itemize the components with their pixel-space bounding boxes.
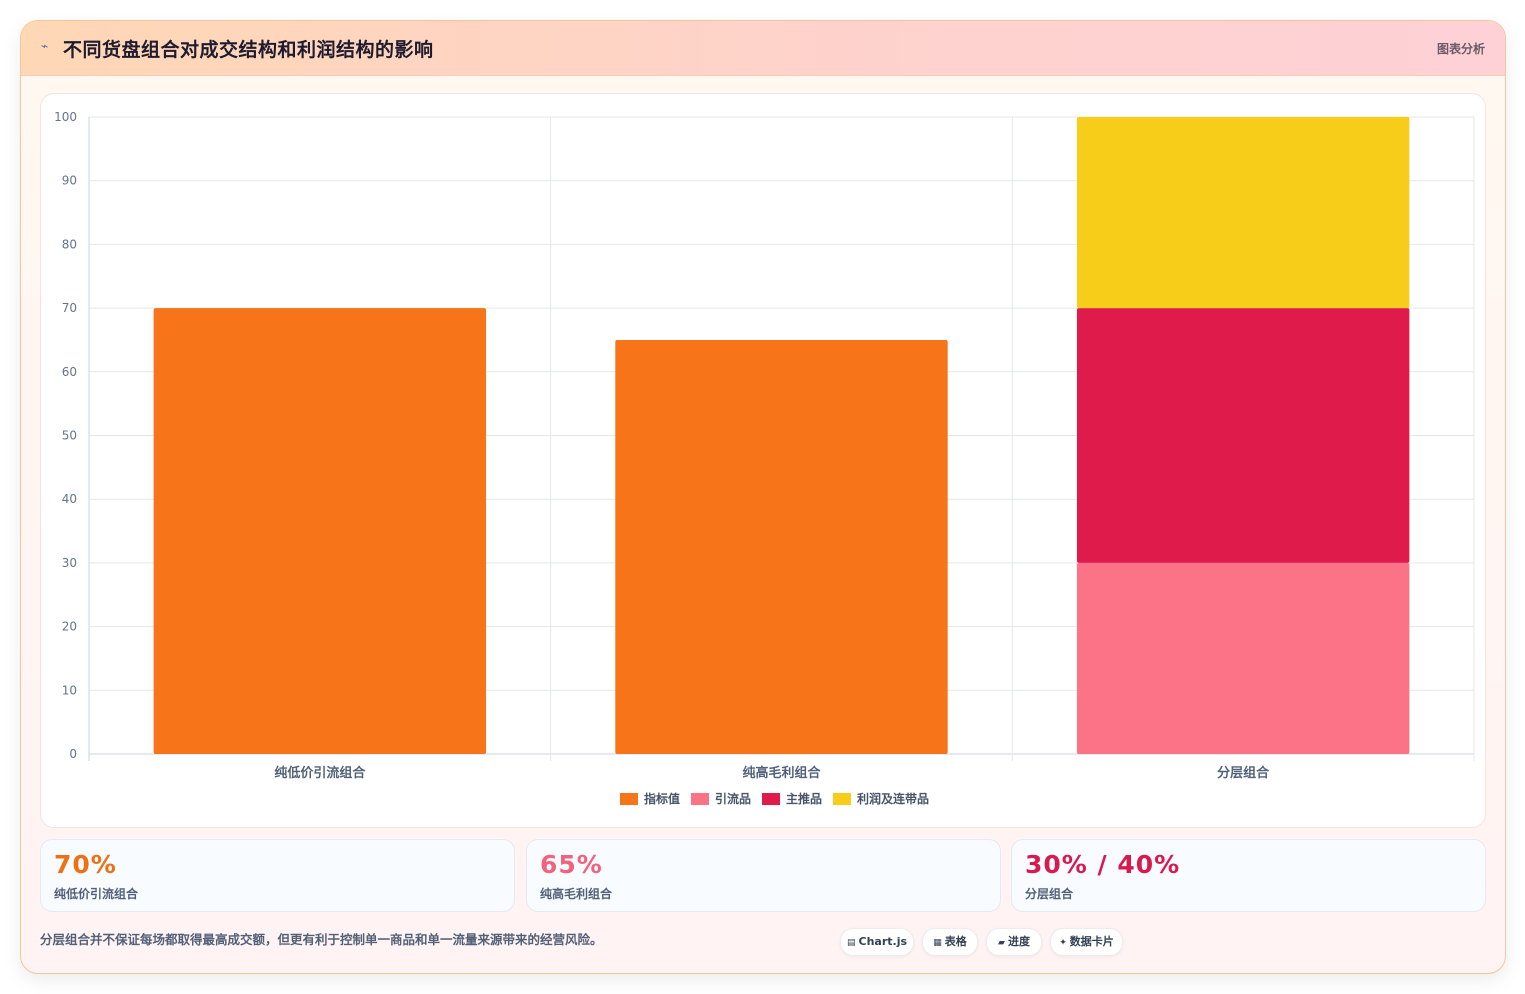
footnote: 分层组合并不保证每场都取得最高成交额，但更有利于控制单一商品和单一流量来源带来的… <box>40 932 603 947</box>
y-tick-label: 90 <box>62 174 77 188</box>
bar-chart: 0 10 20 30 40 50 60 70 80 90 100 纯低价引流组合 纯高毛利组合 分层组合指… <box>54 110 1475 806</box>
y-tick-label: 30 <box>62 556 77 570</box>
stat-card-tiered: 30% / 40% 分层组合 <box>1011 839 1486 912</box>
legend-swatch <box>762 793 780 805</box>
bar <box>1076 117 1410 309</box>
legend-swatch <box>620 793 638 805</box>
legend-label: 引流品 <box>715 791 751 806</box>
pill-label: 数据卡片 <box>1069 935 1114 948</box>
bar <box>1076 308 1410 563</box>
legend-swatch <box>833 793 851 805</box>
bar <box>615 339 948 754</box>
chart-panel: 0 10 20 30 40 50 60 70 80 90 100 纯低价引流组合 纯高毛利组合 分层组合指… <box>40 93 1486 828</box>
bar <box>153 308 487 754</box>
x-tick-label: 纯低价引流组合 <box>274 765 366 781</box>
y-tick-label: 80 <box>62 237 77 251</box>
y-tick-label: 100 <box>54 110 77 124</box>
pill-data-card[interactable]: ✦ 数据卡片 <box>1050 928 1123 956</box>
y-tick-label: 60 <box>62 365 77 379</box>
header-tag: 图表分析 <box>1436 42 1485 56</box>
table-icon: ▦ <box>933 938 942 948</box>
pill-label: 表格 <box>944 935 967 948</box>
legend-label: 利润及连带品 <box>857 791 929 806</box>
pill-label: 进度 <box>1007 935 1030 948</box>
x-tick-label: 分层组合 <box>1217 765 1270 781</box>
progress-icon: ▰ <box>998 938 1005 948</box>
y-tick-label: 10 <box>62 683 77 697</box>
y-tick-label: 40 <box>62 492 77 506</box>
y-tick-label: 70 <box>62 301 77 315</box>
stat-label: 纯高毛利组合 <box>540 887 613 901</box>
pill-table[interactable]: ▦ 表格 <box>922 928 978 956</box>
y-tick-label: 0 <box>69 747 77 761</box>
card-header: ⌁ 不同货盘组合对成交结构和利润结构的影响 图表分析 <box>21 21 1505 76</box>
pill-chartjs[interactable]: ▤ Chart.js <box>840 928 914 956</box>
pill-progress[interactable]: ▰ 进度 <box>986 928 1042 956</box>
stat-value: 65% <box>540 850 603 879</box>
x-tick-label: 纯高毛利组合 <box>742 765 821 781</box>
data-card-icon: ✦ <box>1059 938 1067 948</box>
y-tick-label: 50 <box>62 429 77 443</box>
stat-card-low-price: 70% 纯低价引流组合 <box>40 839 515 912</box>
stat-card-high-margin: 65% 纯高毛利组合 <box>526 839 1001 912</box>
chartjs-icon: ▤ <box>846 938 856 948</box>
legend-label: 指标值 <box>644 791 680 806</box>
chart-card: ⌁ 不同货盘组合对成交结构和利润结构的影响 图表分析 0 10 20 30 40 50 60… <box>20 20 1506 974</box>
stat-label: 分层组合 <box>1025 887 1074 901</box>
stat-label: 纯低价引流组合 <box>54 887 139 901</box>
legend-label: 主推品 <box>786 791 822 806</box>
chart-icon: ⌁ <box>41 39 49 53</box>
legend-swatch <box>691 793 709 805</box>
y-tick-label: 20 <box>62 620 77 634</box>
pill-label: Chart.js <box>858 935 908 948</box>
stat-value: 30% / 40% <box>1025 850 1181 879</box>
stat-value: 70% <box>54 850 117 879</box>
page-title: 不同货盘组合对成交结构和利润结构的影响 <box>63 39 434 61</box>
bar <box>1076 562 1410 754</box>
